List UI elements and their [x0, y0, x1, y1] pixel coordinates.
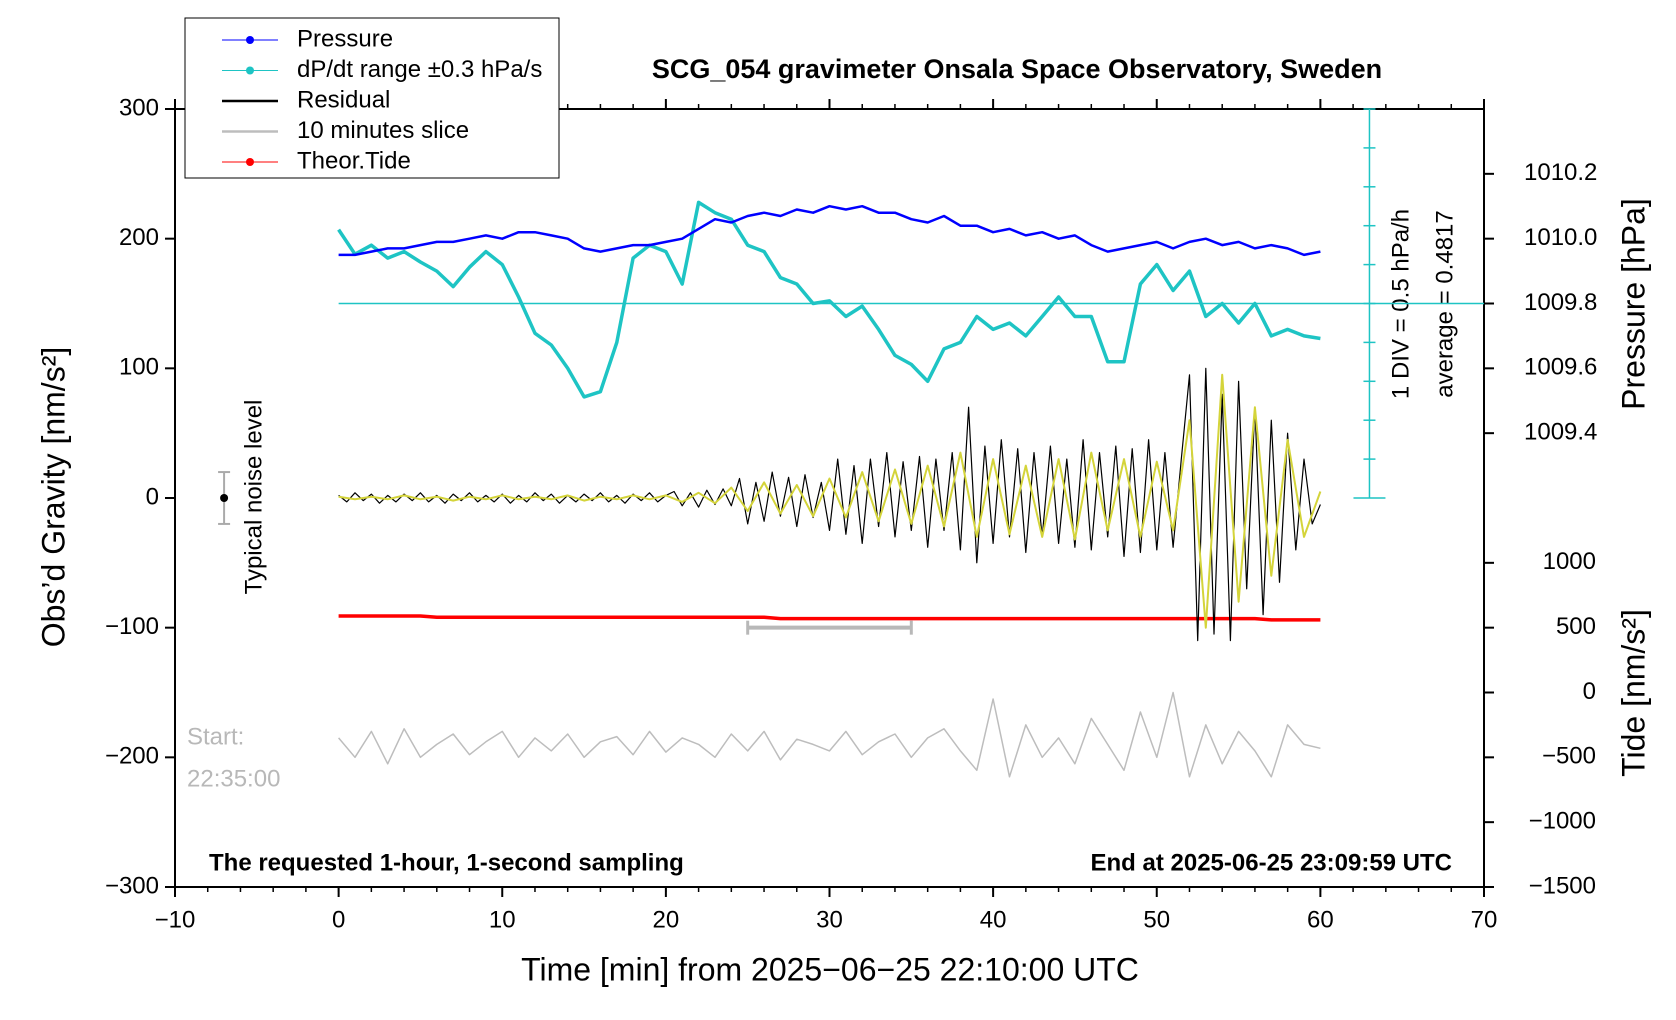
y-tick-label: −300	[105, 872, 159, 899]
x-tick-label: 10	[489, 906, 516, 933]
plot-frame	[174, 108, 1485, 888]
y-axis-label: Obs’d Gravity [nm/s²]	[35, 347, 71, 648]
legend-label: Pressure	[297, 25, 393, 52]
y-tick-label: 100	[119, 354, 159, 381]
y3-tick-label: 1000	[1543, 548, 1596, 575]
series-line	[338, 204, 1321, 257]
end-note: End at 2025-06-25 23:09:59 UTC	[1091, 849, 1453, 876]
series-line	[338, 614, 1321, 622]
y2-tick-label: 1009.6	[1524, 354, 1597, 381]
y2-axis-label: Pressure [hPa]	[1615, 198, 1651, 410]
x-tick-label: 20	[653, 906, 680, 933]
start-label: Start:	[187, 723, 244, 750]
x-tick-label: 40	[980, 906, 1007, 933]
series-line	[337, 200, 1321, 399]
y-tick-label: 200	[119, 224, 159, 251]
y-tick-label: 300	[119, 94, 159, 121]
legend-label: dP/dt range ±0.3 hPa/s	[297, 56, 542, 83]
y2-tick-label: 1010.0	[1524, 224, 1597, 251]
x-tick-label: 0	[332, 906, 345, 933]
x-tick-label: −10	[155, 906, 196, 933]
noise-label: Typical noise level	[240, 400, 267, 595]
y3-axis-label: Tide [nm/s²]	[1615, 609, 1651, 777]
y3-tick-label: 0	[1583, 678, 1596, 705]
legend-marker	[246, 158, 254, 166]
legend-label: 10 minutes slice	[297, 117, 469, 144]
y3-tick-label: 500	[1556, 613, 1596, 640]
series-line	[338, 367, 1321, 642]
noise-dot	[220, 494, 229, 502]
legend-label: Residual	[297, 86, 390, 113]
y-tick-label: 0	[146, 483, 159, 510]
y2-tick-label: 1010.2	[1524, 159, 1597, 186]
x-tick-label: 60	[1307, 906, 1334, 933]
x-tick-label: 70	[1471, 906, 1498, 933]
y-tick-label: −200	[105, 743, 159, 770]
y2-tick-label: 1009.4	[1524, 419, 1597, 446]
series-line	[338, 691, 1321, 778]
legend-label: Theor.Tide	[297, 147, 411, 174]
legend-box	[184, 17, 560, 179]
chart-title: SCG_054 gravimeter Onsala Space Observat…	[652, 54, 1382, 84]
x-tick-label: 30	[816, 906, 843, 933]
legend-marker	[246, 36, 254, 44]
y-tick-label: −100	[105, 613, 159, 640]
y3-tick-label: −1000	[1529, 808, 1596, 835]
y3-tick-label: −500	[1542, 743, 1596, 770]
x-axis-label: Time [min] from 2025−06−25 22:10:00 UTC	[521, 951, 1139, 987]
x-tick-label: 50	[1143, 906, 1170, 933]
y3-tick-label: −1500	[1529, 872, 1596, 899]
start-time: 22:35:00	[187, 765, 280, 792]
series-line	[338, 373, 1322, 629]
legend-marker	[246, 66, 254, 75]
y2-tick-label: 1009.8	[1524, 289, 1597, 316]
sampling-note: The requested 1-hour, 1-second sampling	[209, 849, 684, 876]
